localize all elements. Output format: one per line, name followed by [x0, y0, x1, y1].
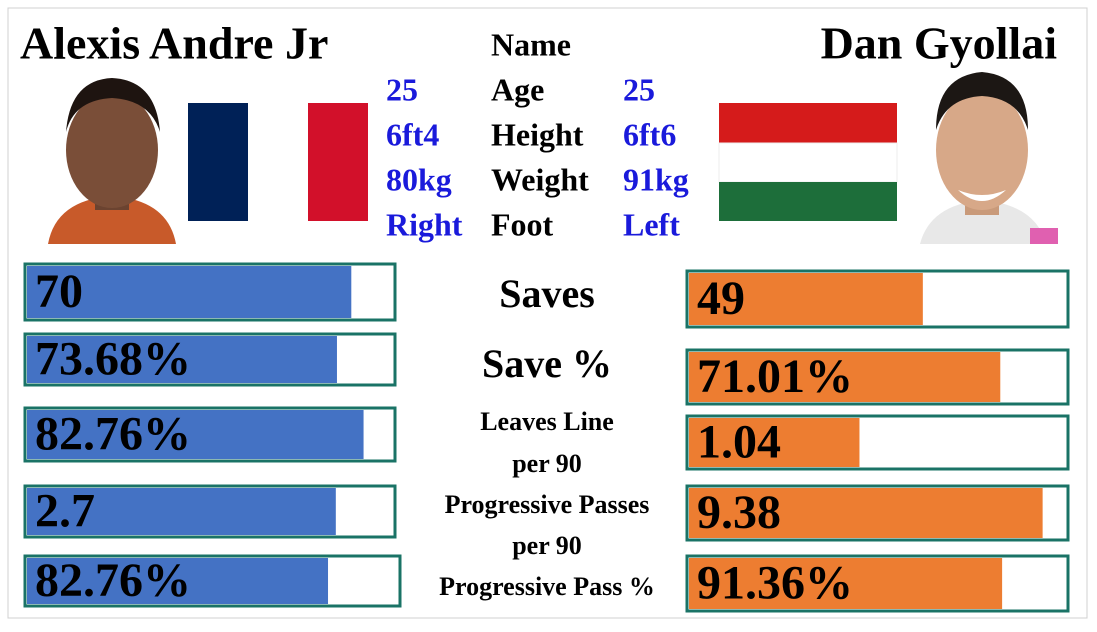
- bar-border: [685, 269, 1070, 329]
- bar-fill: [27, 410, 364, 459]
- right-player-photo: [920, 72, 1058, 244]
- bar-value-label: 73.68%: [35, 333, 191, 386]
- bar-fill: [27, 336, 337, 383]
- right-flag: [718, 103, 898, 221]
- bar-border: [23, 406, 397, 463]
- bar-value-label: 91.36%: [697, 557, 853, 610]
- bar-fill: [27, 266, 352, 318]
- bio-label: Weight: [491, 161, 589, 197]
- right-player-name: Dan Gyollai: [821, 18, 1058, 69]
- bar-border: [685, 554, 1070, 613]
- bar-border: [685, 484, 1070, 542]
- bar-border: [685, 348, 1070, 406]
- bio-right-value: 25: [623, 71, 655, 107]
- bar-fill: [689, 273, 923, 325]
- bio-right-value: 6ft6: [623, 116, 676, 152]
- bar-fill: [689, 558, 1003, 609]
- stat-label: Save %: [482, 341, 612, 386]
- bar-fill: [27, 558, 329, 604]
- content: Name 25 Age 25 6ft4 Height 6ft6 80kg Weight 91kg R…: [23, 26, 1070, 613]
- bar-fill: [689, 418, 860, 467]
- bar-border: [23, 332, 397, 387]
- left-player-photo: [48, 78, 176, 244]
- bar-fill: [27, 488, 336, 535]
- bio-label: Height: [491, 116, 584, 152]
- left-flag: [188, 103, 368, 221]
- bar-value-label: 49: [697, 272, 745, 325]
- stat-label: Saves: [499, 271, 595, 316]
- stat-label: Leaves Line: [480, 407, 614, 436]
- bio-label: Foot: [491, 206, 554, 242]
- left-player-name: Alexis Andre Jr: [20, 18, 328, 69]
- stat-label: Progressive Passes: [445, 490, 650, 519]
- bar-value-label: 9.38: [697, 486, 781, 539]
- bio-header: Name: [491, 26, 571, 62]
- bio-right-value: Left: [623, 206, 680, 242]
- bar-fill: [689, 352, 1001, 402]
- stat-label: Progressive Pass %: [439, 572, 655, 601]
- bar-value-label: 2.7: [35, 485, 95, 538]
- bar-value-label: 82.76%: [35, 554, 191, 607]
- bar-border: [23, 262, 397, 322]
- bio-label: Age: [491, 71, 544, 107]
- bar-border: [685, 414, 1070, 471]
- bar-value-label: 70: [35, 265, 83, 318]
- bar-border: [23, 554, 402, 608]
- bar-fill: [689, 488, 1043, 538]
- bar-value-label: 1.04: [697, 416, 781, 469]
- bio-left-value: Right: [386, 206, 463, 242]
- bio-left-value: 80kg: [386, 161, 452, 197]
- bio-left-value: 25: [386, 71, 418, 107]
- stat-label: per 90: [512, 531, 582, 560]
- bar-value-label: 71.01%: [697, 350, 853, 403]
- bar-border: [23, 484, 397, 539]
- bio-right-value: 91kg: [623, 161, 689, 197]
- bar-value-label: 82.76%: [35, 408, 191, 461]
- bio-left-value: 6ft4: [386, 116, 439, 152]
- stat-label: per 90: [512, 449, 582, 478]
